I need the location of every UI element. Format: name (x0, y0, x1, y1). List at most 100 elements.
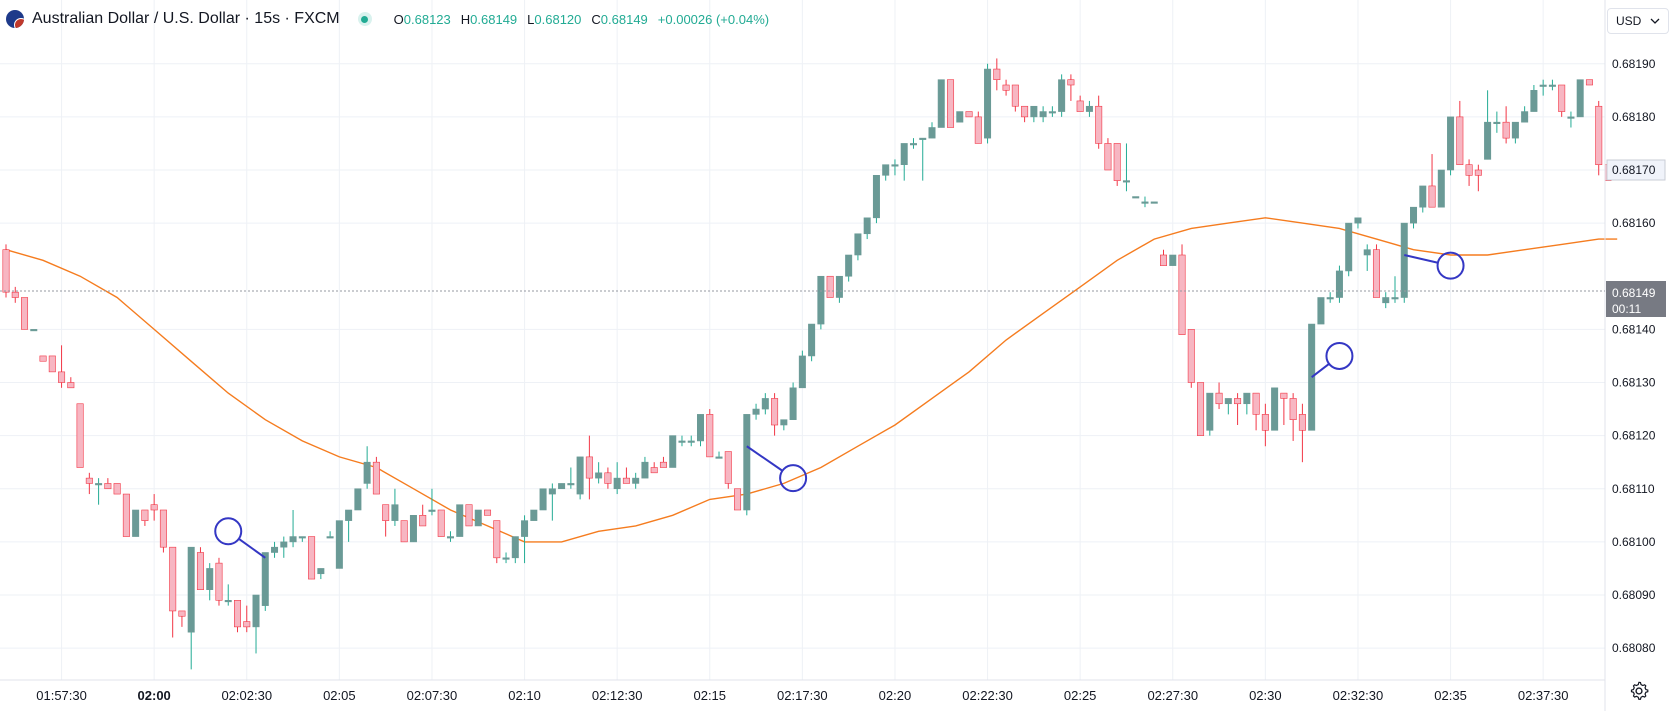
candle (1224, 398, 1232, 415)
candle (1011, 84, 1019, 112)
candle-body (122, 493, 130, 537)
candle-body (530, 509, 538, 521)
candle-body (539, 488, 547, 511)
candle-body (30, 329, 38, 332)
candle (178, 610, 186, 627)
gear-icon[interactable] (1628, 680, 1650, 702)
candle-body (511, 536, 519, 559)
candle (1447, 116, 1455, 176)
candle (604, 467, 612, 489)
candle (484, 509, 492, 516)
candle-body (1558, 84, 1566, 112)
candle (1141, 196, 1149, 208)
aud-usd-flag-icon (6, 10, 24, 28)
candle-body (1465, 164, 1473, 176)
low-label: L (527, 11, 535, 27)
symbol-title[interactable]: Australian Dollar / U.S. Dollar · 15s · … (32, 10, 340, 27)
candle (1085, 100, 1093, 117)
candle-body (1271, 387, 1279, 431)
candle-body (243, 621, 251, 628)
candle-body (1150, 201, 1158, 204)
candle (1289, 393, 1297, 441)
candle-body (493, 520, 501, 559)
candle (650, 462, 658, 474)
candle (1243, 392, 1251, 415)
drawing-annotations[interactable] (214, 251, 1465, 559)
candle-body (1345, 222, 1353, 272)
candle-body (391, 504, 399, 521)
candle (1039, 106, 1047, 123)
candle (854, 233, 862, 261)
price-label: 0.68160 (1612, 216, 1656, 230)
candle (243, 605, 251, 633)
candle (104, 478, 112, 490)
candle-body (76, 403, 84, 468)
time-label: 02:02:30 (221, 688, 272, 703)
candle-body (1567, 116, 1575, 119)
price-label: 0.68170 (1612, 163, 1656, 177)
market-open-icon (357, 12, 372, 26)
time-label: 02:35 (1434, 688, 1467, 703)
close-label: C (591, 11, 601, 27)
candle (1493, 111, 1501, 133)
annotation-line (1404, 254, 1439, 264)
candle-body (752, 408, 760, 415)
candle (1595, 100, 1603, 176)
candle (1169, 254, 1177, 266)
candle-body (1197, 382, 1205, 436)
candle (1502, 106, 1510, 144)
candle (1456, 100, 1464, 165)
candle (659, 456, 667, 468)
price-label: 0.68100 (1612, 535, 1656, 549)
time-scale[interactable]: 01:57:30 02:00 02:02:30 02:05 02:07:30 02:10 0… (36, 688, 1568, 703)
time-label: 02:27:30 (1147, 688, 1198, 703)
candle (1400, 222, 1408, 303)
candle (391, 488, 399, 526)
candle-body (641, 461, 649, 479)
candle (1187, 329, 1195, 388)
candle-body (659, 461, 667, 468)
candle (909, 138, 917, 149)
candle-body (558, 483, 566, 490)
candle-body (521, 520, 529, 537)
candle-body (1474, 169, 1482, 176)
candle-body (1058, 79, 1066, 112)
currency-selector[interactable]: USD (1607, 8, 1669, 34)
candle-body (1289, 398, 1297, 420)
symbol-legend: Australian Dollar / U.S. Dollar · 15s · … (6, 8, 769, 30)
candle-body (882, 164, 890, 176)
high-label: H (460, 11, 471, 27)
candle-body (1354, 217, 1362, 224)
candle (345, 509, 353, 542)
candle-body (1410, 206, 1418, 224)
low-value: 0.68120 (534, 11, 582, 27)
candle (76, 403, 84, 468)
candle (965, 111, 973, 118)
candle (1354, 217, 1362, 229)
candle-body (585, 456, 593, 479)
candle (706, 409, 714, 458)
candle (1150, 201, 1158, 204)
time-label: 02:20 (879, 688, 912, 703)
annotation-marker (1311, 341, 1354, 378)
candle-body (548, 488, 556, 495)
candle (1585, 79, 1593, 86)
price-scale[interactable]: 0.68190 0.68180 0.68170 0.68160 0.68140 0.681… (1606, 57, 1666, 655)
candle (67, 377, 75, 389)
candle-body (947, 79, 955, 128)
price-label: 0.68080 (1612, 641, 1656, 655)
candle (891, 159, 899, 176)
time-label: 02:12:30 (592, 688, 643, 703)
candle-body (706, 414, 714, 458)
candle (1548, 79, 1556, 91)
candle-body (567, 483, 575, 486)
candle (798, 350, 806, 389)
candle-body (1382, 297, 1390, 304)
candle-body (1002, 84, 1010, 91)
candle-body (817, 275, 825, 325)
candle (252, 594, 260, 654)
candle-body (206, 568, 214, 590)
candle (289, 510, 297, 548)
candle (48, 355, 56, 373)
